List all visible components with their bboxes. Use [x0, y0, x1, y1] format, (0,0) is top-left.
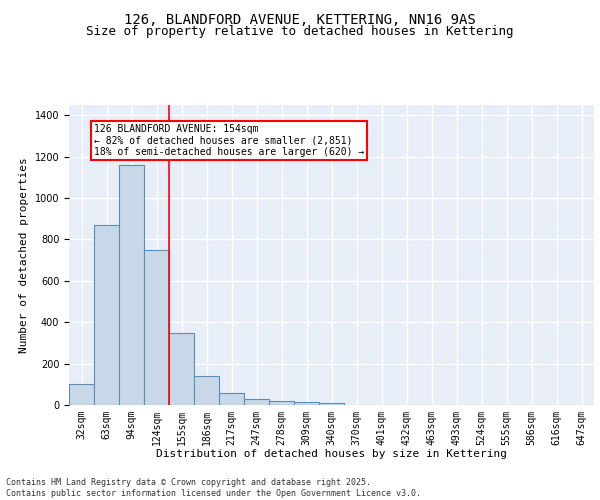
Text: 126 BLANDFORD AVENUE: 154sqm
← 82% of detached houses are smaller (2,851)
18% of: 126 BLANDFORD AVENUE: 154sqm ← 82% of de… [94, 124, 364, 157]
Text: Size of property relative to detached houses in Kettering: Size of property relative to detached ho… [86, 25, 514, 38]
Bar [94, 225, 119, 405]
X-axis label: Distribution of detached houses by size in Kettering: Distribution of detached houses by size … [156, 450, 507, 460]
Bar [219, 392, 244, 405]
Bar [294, 402, 319, 405]
Bar [144, 250, 169, 405]
Bar [194, 376, 219, 405]
Y-axis label: Number of detached properties: Number of detached properties [19, 157, 29, 353]
Text: Contains HM Land Registry data © Crown copyright and database right 2025.
Contai: Contains HM Land Registry data © Crown c… [6, 478, 421, 498]
Bar [319, 403, 344, 405]
Bar [269, 401, 294, 405]
Bar [69, 384, 94, 405]
Bar [244, 399, 269, 405]
Bar [169, 332, 194, 405]
Bar [119, 165, 144, 405]
Text: 126, BLANDFORD AVENUE, KETTERING, NN16 9AS: 126, BLANDFORD AVENUE, KETTERING, NN16 9… [124, 12, 476, 26]
